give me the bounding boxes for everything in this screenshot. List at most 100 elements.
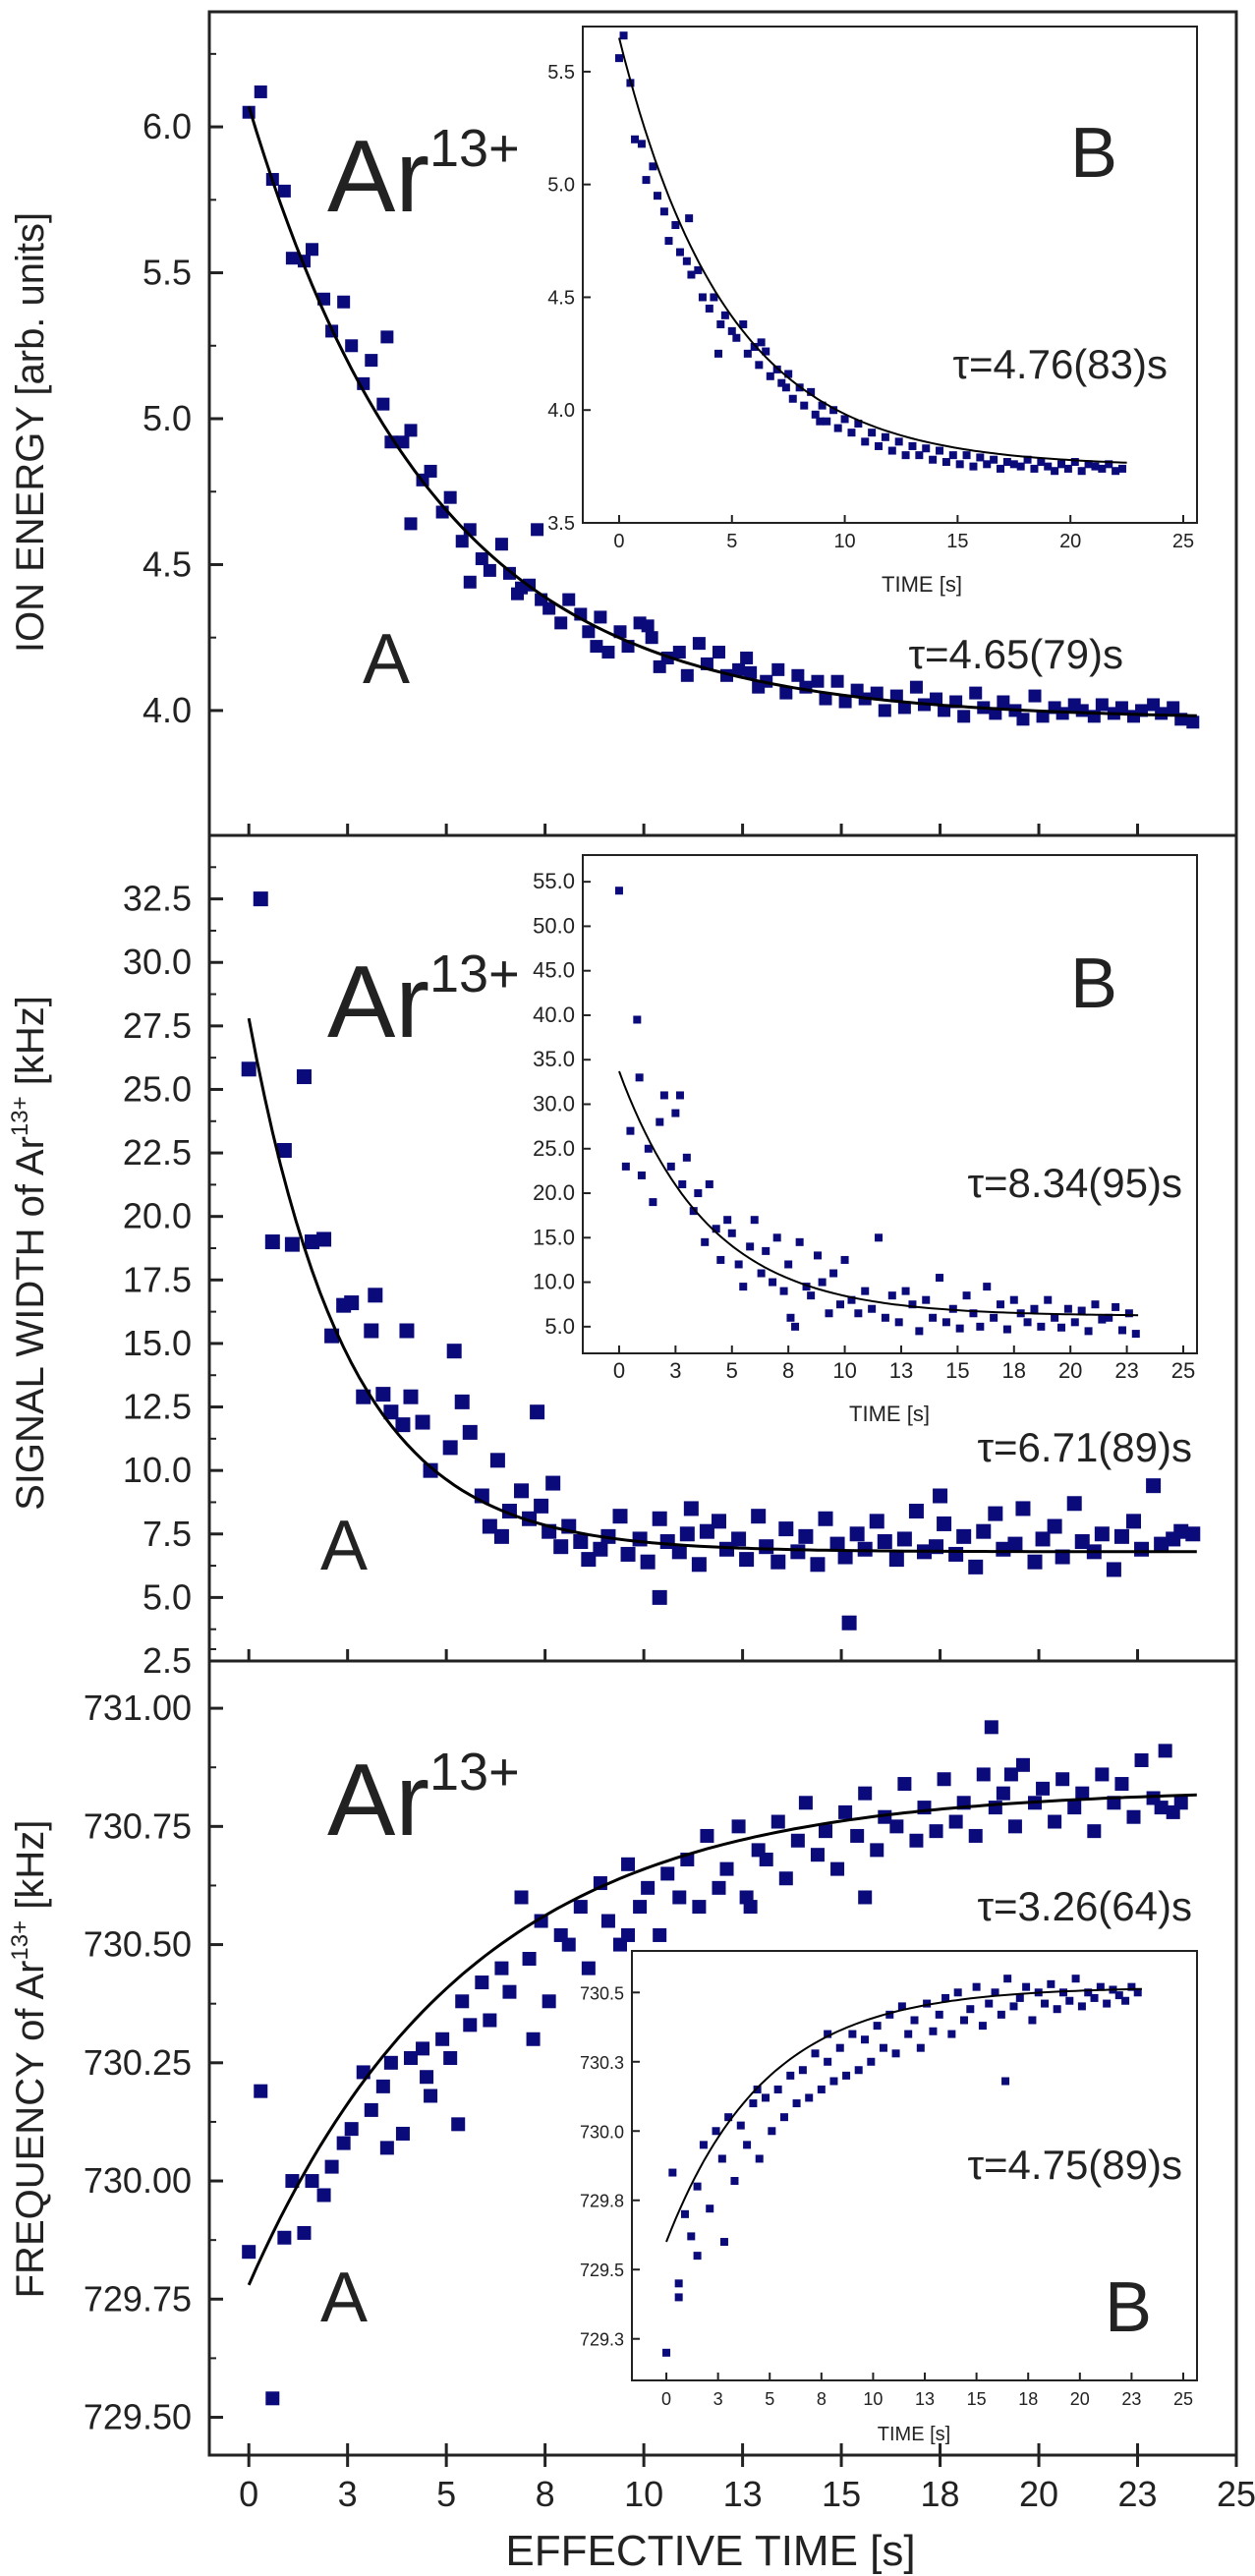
inset-data-point: [929, 2027, 938, 2035]
inset-data-points: [614, 31, 1127, 476]
inset-data-point: [743, 2141, 752, 2149]
inset-x-tick-label: 0: [613, 1358, 625, 1383]
inset-x-axis-label: TIME [s]: [882, 572, 962, 597]
y-tick-label: 20.0: [123, 1196, 192, 1236]
y-tick-label: 5.0: [143, 398, 192, 438]
inset-data-point: [969, 1309, 978, 1318]
inset-y-tick-label: 20.0: [533, 1180, 575, 1205]
data-point: [811, 674, 825, 688]
data-point: [265, 2391, 280, 2406]
inset-data-point: [671, 221, 680, 229]
data-point: [620, 1546, 636, 1562]
inset-data-point: [779, 1287, 788, 1295]
inset-data-point: [847, 429, 856, 437]
inset-data-point: [750, 342, 759, 351]
inset-data-point: [621, 1162, 630, 1171]
data-point: [553, 1539, 569, 1555]
inset-x-axis-label: TIME [s]: [849, 1402, 930, 1426]
series-label: A: [320, 1507, 368, 1585]
inset-data-point: [829, 1269, 838, 1278]
data-point: [462, 1424, 478, 1440]
inset-x-tick-label: 25: [1171, 1358, 1195, 1383]
data-point: [810, 1557, 826, 1573]
data-point: [1027, 1554, 1043, 1570]
inset-data-point: [734, 1260, 743, 1269]
inset-x-ticks: 0 3 5 8 10 13 15 18 20 23 25: [661, 2373, 1193, 2409]
inset-data-point: [762, 347, 770, 356]
data-point: [316, 1231, 332, 1247]
inset-b: 0 3 5 8 10 13 15 18 20 23 25 5.0 10.0 15.0 20.0 25.0 30…: [533, 854, 1198, 1426]
inset-x-tick-label: 18: [1018, 2389, 1038, 2409]
inset-data-point: [1112, 1302, 1120, 1311]
inset-data-point: [1084, 1988, 1093, 1997]
inset-y-tick-label: 45.0: [533, 958, 575, 983]
inset-data-point: [847, 1295, 856, 1304]
inset-data-point: [716, 320, 725, 328]
inset-data-point: [868, 1304, 877, 1313]
data-point: [829, 1536, 845, 1552]
inset-x-tick-label: 23: [1114, 1358, 1138, 1383]
data-point: [819, 1824, 832, 1839]
y-tick-label: 5.5: [143, 253, 192, 293]
inset-tau-label: τ=4.76(83)s: [952, 341, 1168, 387]
data-point: [984, 1720, 998, 1735]
data-point: [380, 330, 394, 344]
data-point: [463, 575, 477, 589]
inset-data-point: [1096, 1982, 1105, 1991]
data-point: [277, 2230, 292, 2245]
inset-y-tick-label: 15.0: [533, 1225, 575, 1249]
inset-label: B: [1070, 114, 1117, 193]
inset-data-point: [833, 424, 842, 432]
inset-data-point: [719, 2238, 728, 2247]
inset-data-point: [1037, 1322, 1046, 1331]
data-point: [368, 1288, 383, 1303]
inset-data-points: [662, 1975, 1142, 2357]
inset-y-ticks: 729.3 729.5 729.8 730.0 730.3 730.5: [580, 1983, 640, 2350]
data-point: [443, 490, 457, 504]
inset-data-point: [1118, 464, 1127, 473]
inset-data-point: [1051, 467, 1059, 476]
inset-x-tick-label: 20: [1070, 2389, 1090, 2409]
x-tick-label: 10: [624, 2474, 663, 2514]
inset-data-point: [769, 1278, 777, 1287]
data-point: [562, 593, 576, 606]
inset-y-tick-label: 10.0: [533, 1270, 575, 1294]
data-point: [889, 689, 903, 703]
inset-data-point: [861, 437, 870, 446]
inset-data-point: [990, 455, 998, 464]
inset-data-point: [1118, 1326, 1127, 1335]
inset-data-point: [1133, 1988, 1142, 1997]
inset-data-point: [929, 1313, 938, 1322]
inset-x-ticks: 0 5 10 15 20 25: [613, 515, 1194, 552]
inset-data-point: [786, 1313, 795, 1322]
inset-data-point: [941, 1993, 950, 2002]
inset-data-point: [875, 441, 884, 450]
inset-data-point: [757, 338, 766, 347]
inset-data-point: [955, 1324, 964, 1333]
data-point: [778, 1521, 794, 1537]
inset-data-point: [784, 370, 793, 378]
inset-data-point: [792, 2099, 801, 2108]
x-tick-label: 8: [536, 2474, 555, 2514]
data-point: [888, 1552, 904, 1568]
inset-data-point: [1105, 460, 1113, 469]
inset-data-point: [644, 1144, 653, 1153]
x-tick-label: 15: [822, 2474, 861, 2514]
data-point: [790, 1833, 805, 1848]
inset-data-point: [1009, 1295, 1018, 1304]
data-point: [463, 2018, 478, 2032]
inset-data-point: [936, 446, 944, 455]
data-point: [573, 1900, 588, 1915]
data-point: [830, 1861, 845, 1876]
inset-x-ticks: 0 3 5 8 10 13 15 18 20 23 25: [613, 1345, 1195, 1383]
inset-data-point: [637, 1171, 646, 1179]
inset-data-point: [959, 2016, 968, 2025]
data-point: [700, 1828, 714, 1843]
data-point: [850, 1828, 865, 1843]
data-point: [1155, 707, 1169, 720]
data-point: [849, 1526, 865, 1542]
inset-data-point: [716, 1255, 725, 1264]
inset-data-point: [811, 410, 820, 419]
data-point: [395, 2126, 410, 2141]
inset-data-point: [983, 460, 992, 469]
